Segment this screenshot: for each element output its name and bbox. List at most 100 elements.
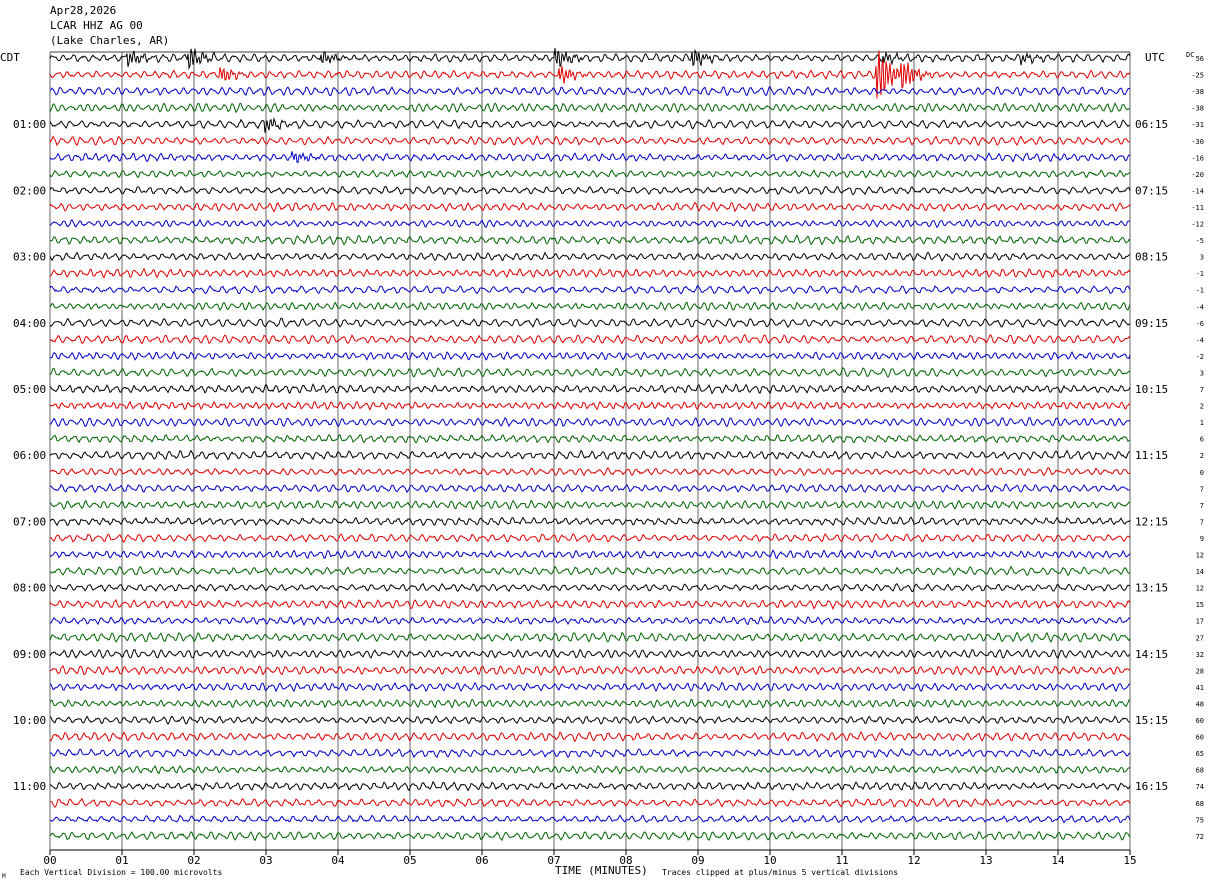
dc-header: DC — [1186, 51, 1194, 59]
x-tick-label: 11 — [835, 854, 848, 867]
trace-row-10 — [49, 218, 1131, 229]
utc-label: UTC — [1145, 51, 1165, 64]
dc-offset-label: 6 — [1200, 436, 1204, 444]
trace-row-46 — [49, 814, 1131, 824]
dc-offset-label: -25 — [1191, 72, 1204, 80]
dc-offset-label: -30 — [1191, 138, 1204, 146]
trace-row-33 — [49, 598, 1131, 610]
x-tick-label: 01 — [115, 854, 128, 867]
trace-row-14 — [49, 284, 1131, 295]
cdt-hour-label: 10:00 — [13, 714, 46, 727]
cdt-hour-label: 08:00 — [13, 582, 46, 595]
dc-offset-label: -38 — [1191, 88, 1204, 96]
dc-offset-label: 14 — [1196, 568, 1204, 576]
x-tick-label: 15 — [1123, 854, 1136, 867]
dc-offset-label: -38 — [1191, 105, 1204, 113]
dc-offset-label: 68 — [1196, 767, 1204, 775]
dc-offset-label: -1 — [1196, 270, 1204, 278]
trace-row-19 — [49, 367, 1131, 378]
cdt-hour-labels: 01:00 02:00 03:00 04:00 05:00 06:00 07:00 08:00… — [13, 118, 46, 793]
header-date: Apr28,2026 — [50, 4, 117, 17]
utc-hour-label: 12:15 — [1135, 515, 1168, 528]
dc-offset-label: -2 — [1196, 353, 1204, 361]
x-tick-label: 10 — [763, 854, 776, 867]
trace-row-20 — [49, 383, 1131, 395]
dc-offset-label: 12 — [1196, 552, 1204, 560]
dc-offset-label: 2 — [1200, 403, 1204, 411]
footer-scale-note: Each Vertical Division = 100.00 microvol… — [20, 868, 222, 877]
trace-row-4 — [49, 117, 1131, 133]
dc-offset-label: 60 — [1196, 717, 1204, 725]
trace-row-47 — [49, 830, 1131, 842]
dc-offset-label: 72 — [1196, 833, 1204, 841]
cdt-hour-label: 04:00 — [13, 317, 46, 330]
dc-offset-label: 28 — [1196, 667, 1204, 675]
utc-hour-label: 06:15 — [1135, 118, 1168, 131]
dc-offset-label: 3 — [1200, 369, 1204, 377]
trace-row-35 — [49, 631, 1131, 643]
dc-offset-label: -5 — [1196, 237, 1204, 245]
dc-offset-label: 74 — [1196, 783, 1204, 791]
header-location: (Lake Charles, AR) — [50, 34, 170, 47]
cdt-label: CDT — [0, 51, 20, 64]
trace-row-32 — [49, 582, 1131, 593]
trace-row-37 — [49, 664, 1131, 677]
dc-offset-label: -14 — [1191, 187, 1204, 195]
minute-grid — [49, 51, 1131, 855]
dc-offset-label: -4 — [1196, 336, 1204, 344]
x-tick-label: 07 — [547, 854, 560, 867]
trace-row-28 — [49, 516, 1131, 527]
dc-offset-label: 56 — [1196, 55, 1204, 63]
trace-row-0 — [49, 48, 1131, 70]
trace-row-22 — [49, 416, 1131, 428]
trace-row-41 — [49, 731, 1131, 743]
dc-offset-label: 15 — [1196, 601, 1204, 609]
cdt-hour-label: 07:00 — [13, 515, 46, 528]
x-tick-label: 12 — [907, 854, 920, 867]
trace-row-8 — [49, 185, 1131, 196]
dc-offset-label: 1 — [1200, 419, 1204, 427]
dc-offset-label: 12 — [1196, 585, 1204, 593]
trace-row-7 — [49, 168, 1131, 179]
utc-hour-label: 08:15 — [1135, 251, 1168, 264]
dc-offset-label: -12 — [1191, 221, 1204, 229]
cdt-hour-label: 09:00 — [13, 648, 46, 661]
trace-row-40 — [49, 715, 1131, 725]
trace-row-15 — [49, 301, 1131, 312]
dc-offset-label: 0 — [1200, 469, 1204, 477]
dc-offset-label: 65 — [1196, 750, 1204, 758]
dc-offset-labels: 56-25-38-38-31-30-16-20-14-11-12-53-1-1-… — [1191, 55, 1204, 841]
dc-offset-label: 32 — [1196, 651, 1204, 659]
utc-hour-labels: 06:15 07:15 08:15 09:15 10:15 11:15 12:15 13:15… — [1135, 118, 1168, 793]
utc-hour-label: 16:15 — [1135, 780, 1168, 793]
x-tick-label: 04 — [331, 854, 345, 867]
utc-hour-label: 09:15 — [1135, 317, 1168, 330]
utc-hour-label: 11:15 — [1135, 449, 1168, 462]
dc-offset-label: -31 — [1191, 121, 1204, 129]
x-tick-label: 03 — [259, 854, 272, 867]
cdt-hour-label: 06:00 — [13, 449, 46, 462]
seismic-traces — [49, 48, 1131, 842]
trace-row-42 — [49, 747, 1131, 759]
trace-row-30 — [49, 549, 1131, 560]
trace-row-13 — [49, 267, 1131, 279]
trace-row-9 — [49, 201, 1131, 213]
dc-offset-label: 41 — [1196, 684, 1204, 692]
x-tick-label: 00 — [43, 854, 56, 867]
trace-row-21 — [49, 400, 1131, 411]
trace-row-31 — [49, 565, 1131, 577]
utc-hour-label: 07:15 — [1135, 184, 1168, 197]
dc-offset-label: 27 — [1196, 634, 1204, 642]
cdt-hour-label: 02:00 — [13, 184, 46, 197]
dc-offset-label: -11 — [1191, 204, 1204, 212]
trace-row-44 — [49, 780, 1131, 792]
trace-row-2 — [49, 85, 1131, 97]
corner-mark: M — [2, 873, 6, 880]
dc-offset-label: 7 — [1200, 518, 1204, 526]
trace-row-43 — [49, 764, 1131, 775]
trace-row-36 — [49, 648, 1131, 660]
dc-offset-label: -16 — [1191, 154, 1204, 162]
x-tick-label: 14 — [1051, 854, 1065, 867]
footer-clip-note: Traces clipped at plus/minus 5 vertical … — [662, 868, 898, 877]
